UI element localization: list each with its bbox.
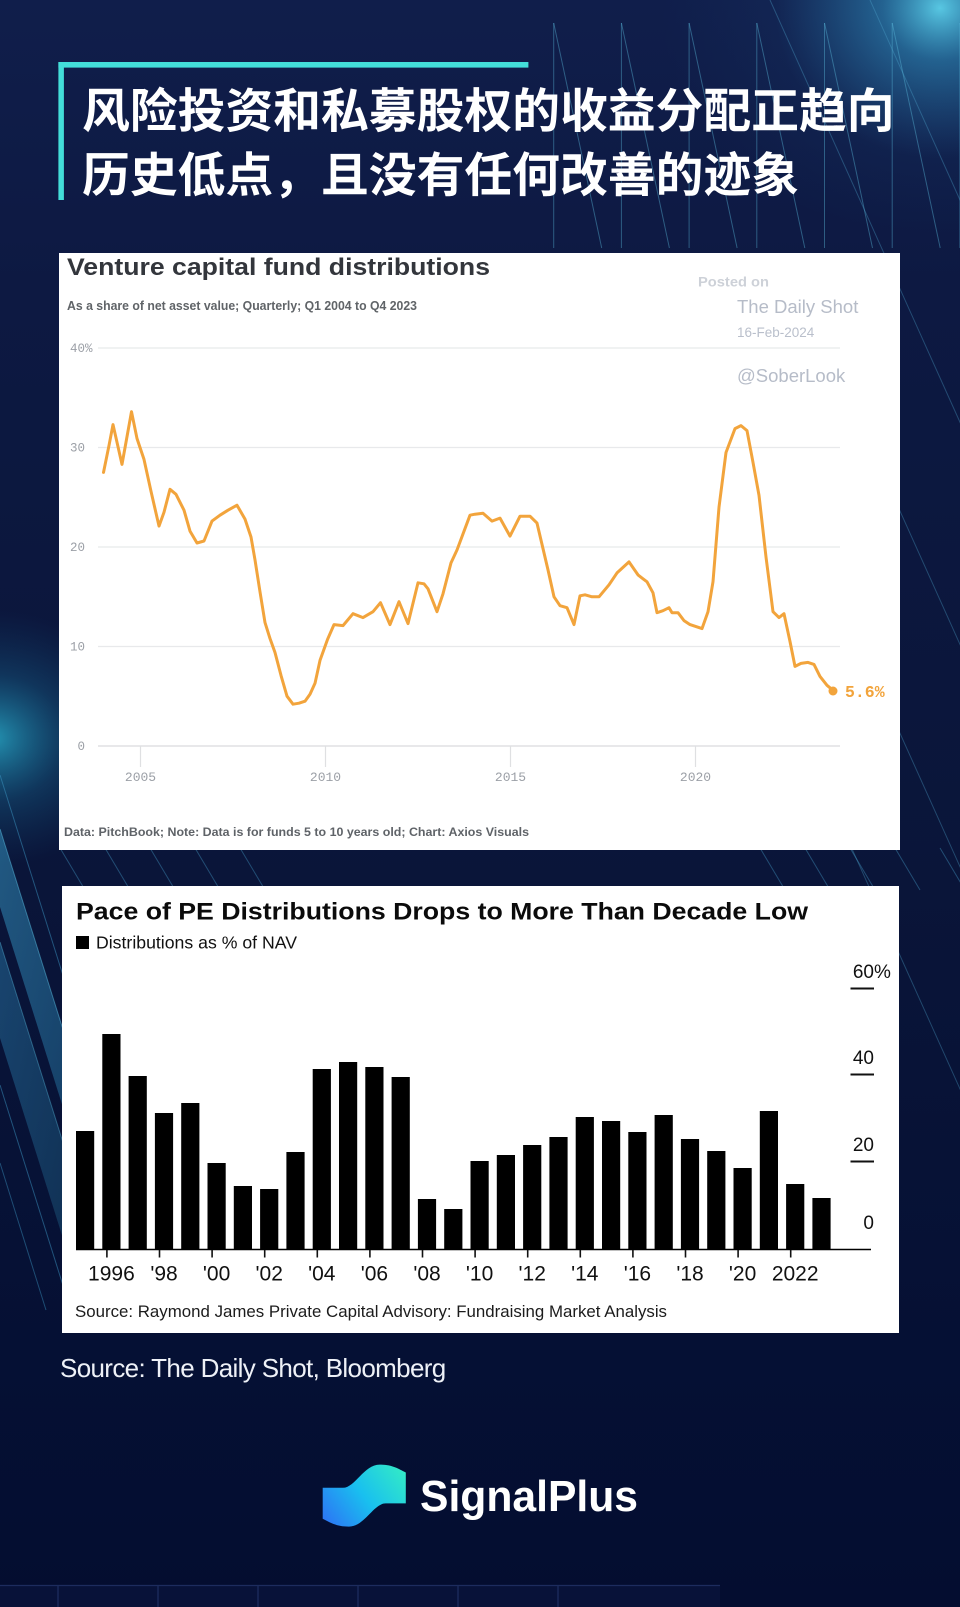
svg-text:Distributions as % of NAV: Distributions as % of NAV — [96, 933, 297, 953]
svg-text:10: 10 — [70, 641, 85, 655]
svg-text:'14: '14 — [571, 1263, 599, 1286]
svg-text:'04: '04 — [308, 1263, 336, 1286]
svg-text:2022: 2022 — [772, 1263, 819, 1286]
svg-text:30: 30 — [70, 442, 85, 456]
svg-text:'20: '20 — [729, 1263, 756, 1286]
svg-text:As a share of net asset value;: As a share of net asset value; Quarterly… — [67, 299, 417, 313]
svg-text:Venture capital fund distribut: Venture capital fund distributions — [67, 254, 490, 281]
svg-text:'98: '98 — [150, 1263, 177, 1286]
svg-text:'12: '12 — [519, 1263, 546, 1286]
svg-text:40: 40 — [70, 342, 85, 356]
svg-text:'18: '18 — [676, 1263, 703, 1286]
svg-text:Data: PitchBook; Note: Data is: Data: PitchBook; Note: Data is for funds… — [64, 825, 529, 839]
svg-text:16-Feb-2024: 16-Feb-2024 — [737, 325, 815, 340]
svg-text:60: 60 — [853, 962, 874, 983]
svg-text:SignalPlus: SignalPlus — [420, 1472, 638, 1521]
svg-text:The Daily Shot: The Daily Shot — [737, 296, 858, 317]
svg-text:'00: '00 — [203, 1263, 230, 1286]
svg-text:%: % — [85, 342, 93, 356]
svg-text:Source: Raymond James Private: Source: Raymond James Private Capital Ad… — [75, 1302, 667, 1321]
svg-text:0: 0 — [863, 1213, 874, 1234]
svg-text:'02: '02 — [256, 1263, 283, 1286]
svg-text:Posted on: Posted on — [698, 275, 769, 290]
svg-text:%: % — [874, 962, 891, 983]
svg-text:Pace of PE Distributions Drops: Pace of PE Distributions Drops to More T… — [76, 899, 808, 926]
svg-text:2020: 2020 — [680, 770, 711, 785]
svg-text:20: 20 — [70, 541, 85, 555]
svg-text:'10: '10 — [466, 1263, 493, 1286]
svg-text:@SoberLook: @SoberLook — [737, 365, 846, 386]
svg-text:'06: '06 — [361, 1263, 388, 1286]
svg-text:'08: '08 — [413, 1263, 440, 1286]
svg-text:20: 20 — [853, 1135, 874, 1156]
svg-text:2015: 2015 — [495, 770, 526, 785]
svg-text:0: 0 — [77, 740, 85, 754]
svg-text:40: 40 — [853, 1048, 874, 1069]
svg-text:2005: 2005 — [125, 770, 156, 785]
svg-text:2010: 2010 — [310, 770, 341, 785]
svg-text:1996: 1996 — [88, 1263, 135, 1286]
svg-text:'16: '16 — [624, 1263, 651, 1286]
svg-text:5.6%: 5.6% — [845, 683, 885, 702]
